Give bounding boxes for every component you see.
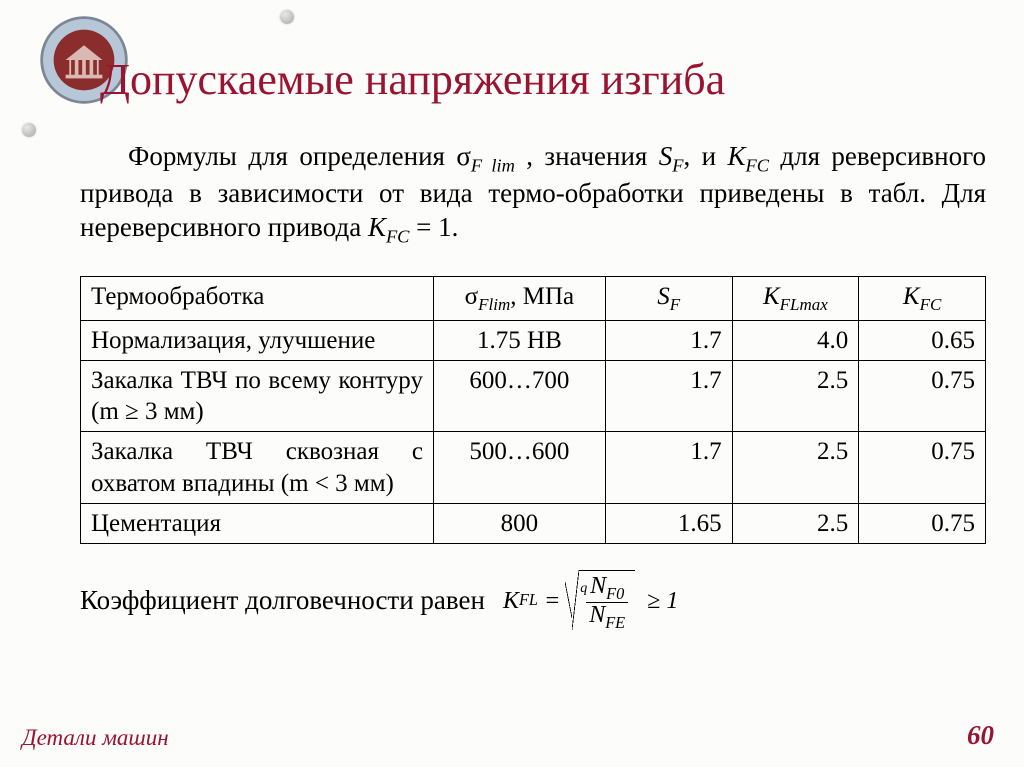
cell-kfc: 0.65 — [859, 320, 986, 360]
equals: = — [544, 586, 560, 616]
cell-kflmax: 2.5 — [732, 503, 859, 543]
sigma-sym: σ — [465, 283, 478, 310]
slide: Допускаемые напряжения изгиба Формулы дл… — [0, 0, 1024, 767]
kfc-sym: K — [727, 141, 745, 171]
den-sym: N — [589, 602, 605, 628]
radicand: NF0 NFE — [579, 570, 635, 631]
table-row: Цементация 800 1.65 2.5 0.75 — [81, 503, 986, 543]
cell-kfc: 0.75 — [859, 360, 986, 432]
sf-sym: S — [657, 283, 670, 310]
formula-tail: ≥ 1 — [647, 586, 678, 616]
cell-sf: 1.7 — [605, 432, 732, 504]
coefficient-formula: KFL = q NF0 NFE ≥ 1 — [503, 570, 678, 631]
cell-thermo: Закалка ТВЧ по всему контуру (m ≥ 3 мм) — [81, 360, 434, 432]
table-row: Закалка ТВЧ сквозная с охватом впадины (… — [81, 432, 986, 504]
cell-sf: 1.7 — [605, 320, 732, 360]
cell-sf: 1.7 — [605, 360, 732, 432]
cell-kfc: 0.75 — [859, 503, 986, 543]
num-sym: N — [590, 573, 606, 599]
num-sub: F0 — [606, 584, 624, 603]
table-row: Нормализация, улучшение 1.75 HB 1.7 4.0 … — [81, 320, 986, 360]
kfl-sub: FL — [519, 590, 538, 610]
table-header-row: Термообработка σFlim, МПа SF KFLmax KFC — [81, 277, 986, 320]
col-kflmax: KFLmax — [732, 277, 859, 320]
sf-sym: S — [659, 141, 673, 171]
kfc2-sym: K — [368, 212, 386, 242]
slide-title: Допускаемые напряжения изгиба — [100, 54, 725, 105]
cell-thermo: Закалка ТВЧ сквозная с охватом впадины (… — [81, 432, 434, 504]
fraction-den: NFE — [585, 603, 629, 631]
fraction-num: NF0 — [586, 574, 628, 603]
coefficient-label: Коэффициент долговечности равен — [80, 584, 485, 618]
cell-kflmax: 4.0 — [732, 320, 859, 360]
table-row: Закалка ТВЧ по всему контуру (m ≥ 3 мм) … — [81, 360, 986, 432]
slide-body: Формулы для определения σF lim , значени… — [80, 140, 986, 631]
col-sf: SF — [605, 277, 732, 320]
kfl-sub: FLmax — [780, 295, 828, 314]
cell-sigma: 800 — [433, 503, 605, 543]
sigma-unit: , МПа — [510, 283, 574, 310]
intro-text: Формулы для определения σ — [128, 141, 471, 171]
kfc-sub: FC — [920, 295, 942, 314]
sf-sub: F — [672, 155, 683, 175]
kfl-sym: K — [503, 586, 519, 616]
cell-kflmax: 2.5 — [732, 360, 859, 432]
decorative-ball — [22, 123, 36, 137]
cell-kflmax: 2.5 — [732, 432, 859, 504]
intro-text: , и — [683, 141, 727, 171]
cell-sigma: 500…600 — [433, 432, 605, 504]
sigma-sub: Flim — [478, 295, 510, 314]
cell-sigma: 600…700 — [433, 360, 605, 432]
cell-sigma: 1.75 HB — [433, 320, 605, 360]
cell-thermo: Цементация — [81, 503, 434, 543]
coefficient-line: Коэффициент долговечности равен KFL = q … — [80, 570, 986, 631]
kfl-sym: K — [763, 283, 780, 310]
kfc-sym: K — [903, 283, 920, 310]
fraction: NF0 NFE — [585, 574, 629, 631]
sf-sub: F — [670, 295, 680, 314]
decorative-ball — [280, 10, 294, 24]
cell-sf: 1.65 — [605, 503, 732, 543]
sigma-sub: F lim — [471, 155, 515, 175]
footer-left: Детали машин — [22, 725, 169, 751]
kfc-sub: FC — [745, 155, 768, 175]
kfc2-sub: FC — [386, 226, 409, 246]
parameters-table: Термообработка σFlim, МПа SF KFLmax KFC … — [80, 276, 986, 544]
cell-thermo: Нормализация, улучшение — [81, 320, 434, 360]
root: q NF0 NFE — [572, 570, 635, 631]
cell-kfc: 0.75 — [859, 432, 986, 504]
page-number: 60 — [967, 720, 994, 751]
intro-text: = 1. — [409, 212, 458, 242]
col-sigma: σFlim, МПа — [433, 277, 605, 320]
col-thermo: Термообработка — [81, 277, 434, 320]
den-sub: FE — [605, 613, 625, 632]
intro-text: , значения — [515, 141, 659, 171]
col-kfc: KFC — [859, 277, 986, 320]
intro-paragraph: Формулы для определения σF lim , значени… — [80, 140, 986, 248]
